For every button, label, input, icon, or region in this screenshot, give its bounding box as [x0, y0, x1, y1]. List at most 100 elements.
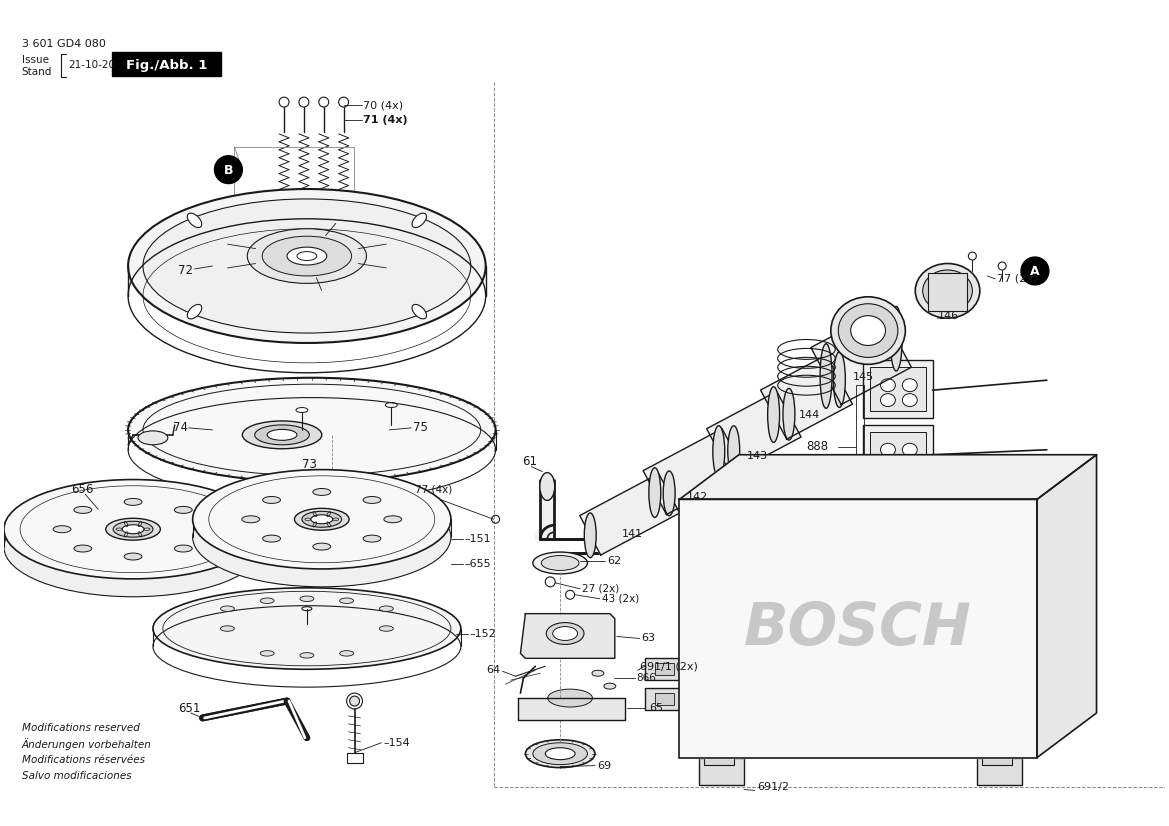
Text: 866: 866	[637, 673, 657, 683]
Text: BOSCH: BOSCH	[745, 600, 973, 657]
Ellipse shape	[143, 199, 471, 333]
Ellipse shape	[902, 444, 918, 456]
Ellipse shape	[541, 556, 579, 571]
Ellipse shape	[533, 743, 588, 765]
Ellipse shape	[129, 377, 496, 482]
Ellipse shape	[193, 470, 451, 569]
Ellipse shape	[263, 496, 281, 503]
Text: 27 (2x): 27 (2x)	[582, 584, 620, 594]
Text: –154: –154	[383, 738, 410, 748]
Ellipse shape	[53, 525, 71, 533]
Ellipse shape	[411, 305, 427, 319]
Text: 43 (2x): 43 (2x)	[602, 594, 639, 604]
Ellipse shape	[968, 252, 976, 260]
Text: A: A	[1030, 265, 1039, 278]
Ellipse shape	[138, 431, 168, 444]
Ellipse shape	[902, 394, 918, 406]
Ellipse shape	[880, 394, 895, 406]
Ellipse shape	[193, 487, 451, 586]
Polygon shape	[540, 480, 554, 539]
Ellipse shape	[891, 306, 902, 371]
Bar	[699, 757, 743, 786]
Text: 651: 651	[178, 701, 200, 714]
Ellipse shape	[553, 627, 577, 640]
Text: 61: 61	[523, 455, 538, 468]
Text: Salvo modificaciones: Salvo modificaciones	[22, 771, 131, 781]
Ellipse shape	[187, 213, 202, 228]
Ellipse shape	[713, 425, 725, 477]
Ellipse shape	[902, 379, 918, 392]
Text: 21-10-20: 21-10-20	[69, 60, 116, 70]
Text: 656: 656	[71, 483, 94, 496]
Ellipse shape	[383, 515, 402, 523]
Ellipse shape	[124, 553, 141, 560]
Polygon shape	[706, 392, 801, 474]
Text: 72: 72	[178, 264, 193, 278]
Polygon shape	[520, 614, 615, 658]
Text: 141: 141	[622, 529, 643, 539]
Text: 73: 73	[302, 458, 317, 471]
Ellipse shape	[313, 488, 331, 496]
Ellipse shape	[592, 670, 604, 676]
Text: Stand: Stand	[22, 67, 53, 78]
Ellipse shape	[74, 506, 92, 514]
Ellipse shape	[221, 626, 234, 631]
Ellipse shape	[880, 379, 895, 392]
Ellipse shape	[851, 316, 885, 345]
Text: 691/1 (2x): 691/1 (2x)	[639, 662, 698, 672]
Ellipse shape	[915, 263, 980, 318]
Text: –151: –151	[465, 534, 491, 544]
Text: 75: 75	[413, 421, 428, 434]
Ellipse shape	[255, 425, 310, 444]
Ellipse shape	[364, 496, 381, 503]
Ellipse shape	[113, 521, 153, 537]
Ellipse shape	[295, 508, 350, 530]
Text: 65: 65	[650, 703, 664, 713]
Ellipse shape	[880, 458, 895, 471]
Circle shape	[1021, 257, 1049, 285]
Ellipse shape	[728, 425, 740, 476]
Bar	[234, 147, 353, 226]
Text: Modifications réservées: Modifications réservées	[22, 755, 145, 765]
Text: 3 601 GD4 080: 3 601 GD4 080	[22, 40, 105, 50]
Ellipse shape	[902, 458, 918, 471]
Ellipse shape	[195, 525, 213, 533]
Ellipse shape	[604, 683, 616, 689]
Ellipse shape	[187, 305, 202, 319]
Text: 69: 69	[597, 761, 611, 771]
Bar	[928, 273, 968, 311]
Ellipse shape	[380, 606, 393, 611]
Bar	[977, 757, 1022, 786]
Ellipse shape	[649, 468, 660, 517]
Ellipse shape	[831, 297, 905, 364]
Text: 70 (4x): 70 (4x)	[364, 100, 403, 110]
Text: 77 (4x): 77 (4x)	[415, 485, 452, 495]
Text: Fig./Abb. 1: Fig./Abb. 1	[126, 59, 208, 72]
Polygon shape	[643, 429, 746, 515]
Ellipse shape	[411, 213, 427, 228]
Ellipse shape	[300, 653, 313, 658]
Polygon shape	[679, 500, 1037, 757]
Ellipse shape	[340, 651, 353, 656]
Ellipse shape	[838, 304, 898, 358]
Text: 77 (2x): 77 (2x)	[997, 274, 1037, 284]
Ellipse shape	[262, 236, 352, 276]
Ellipse shape	[4, 480, 262, 579]
Text: 62: 62	[607, 556, 621, 566]
Text: –152: –152	[470, 629, 497, 638]
Bar	[644, 688, 679, 710]
Ellipse shape	[174, 545, 192, 552]
Ellipse shape	[153, 588, 461, 669]
Ellipse shape	[221, 606, 234, 611]
Polygon shape	[518, 698, 624, 720]
Ellipse shape	[350, 696, 360, 706]
Text: 888: 888	[807, 440, 829, 453]
Bar	[679, 500, 1037, 757]
Bar	[655, 693, 675, 705]
Ellipse shape	[533, 552, 588, 574]
Text: 64: 64	[486, 665, 500, 676]
Bar	[863, 360, 933, 418]
Bar	[704, 752, 734, 765]
Bar	[655, 663, 675, 675]
Polygon shape	[761, 355, 852, 439]
